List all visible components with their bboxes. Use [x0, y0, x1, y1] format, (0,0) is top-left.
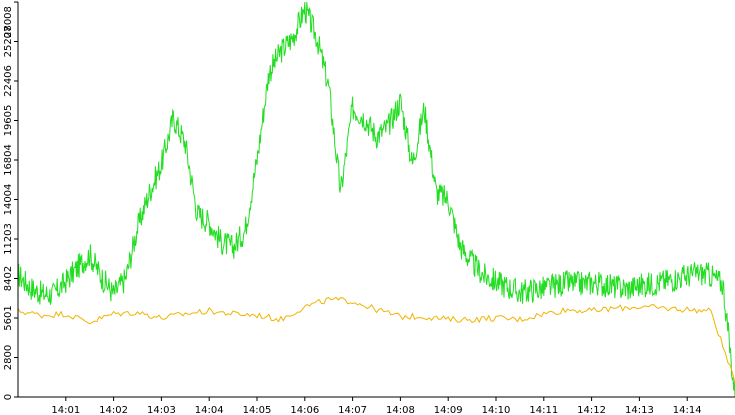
series-line-1 [17, 1, 735, 398]
series-line-2 [17, 296, 735, 384]
y-tick-label: 8402 [3, 266, 14, 291]
x-tick-label: 14:11 [529, 405, 558, 415]
x-tick-label: 14:12 [577, 405, 606, 415]
x-tick-label: 14:03 [147, 405, 176, 415]
y-tick-label: 16804 [3, 144, 14, 176]
x-tick-label: 14:13 [625, 405, 654, 415]
x-tick-label: 14:14 [673, 405, 702, 415]
x-tick-label: 14:09 [434, 405, 463, 415]
x-tick-label: 14:02 [99, 405, 128, 415]
y-tick-label: 5601 [3, 305, 14, 330]
y-tick-label: 25207 [3, 26, 14, 58]
x-tick-label: 14:01 [51, 405, 80, 415]
x-tick-label: 14:04 [195, 405, 224, 415]
y-tick-label: 14004 [3, 184, 14, 216]
y-tick-label: 22406 [3, 65, 14, 97]
y-tick-label: 19605 [3, 105, 14, 137]
y-tick-label: 2800 [3, 345, 14, 370]
x-tick-label: 14:06 [290, 405, 319, 415]
x-axis: 14:01 14:02 14:03 14:04 14:05 14:06 14:07 14:08… [18, 396, 735, 415]
y-tick-label: 11203 [3, 223, 14, 255]
y-tick-label: 0 [3, 394, 14, 400]
x-tick-label: 14:10 [482, 405, 511, 415]
y-axis: 0 2800 5601 8402 11203 14004 16804 19605 22406 25… [3, 1, 19, 400]
x-tick-label: 14:07 [338, 405, 367, 415]
x-tick-label: 14:08 [386, 405, 415, 415]
x-tick-label: 14:05 [243, 405, 272, 415]
y-tick-label: 28008 [3, 6, 14, 38]
plot-lines [17, 1, 735, 398]
